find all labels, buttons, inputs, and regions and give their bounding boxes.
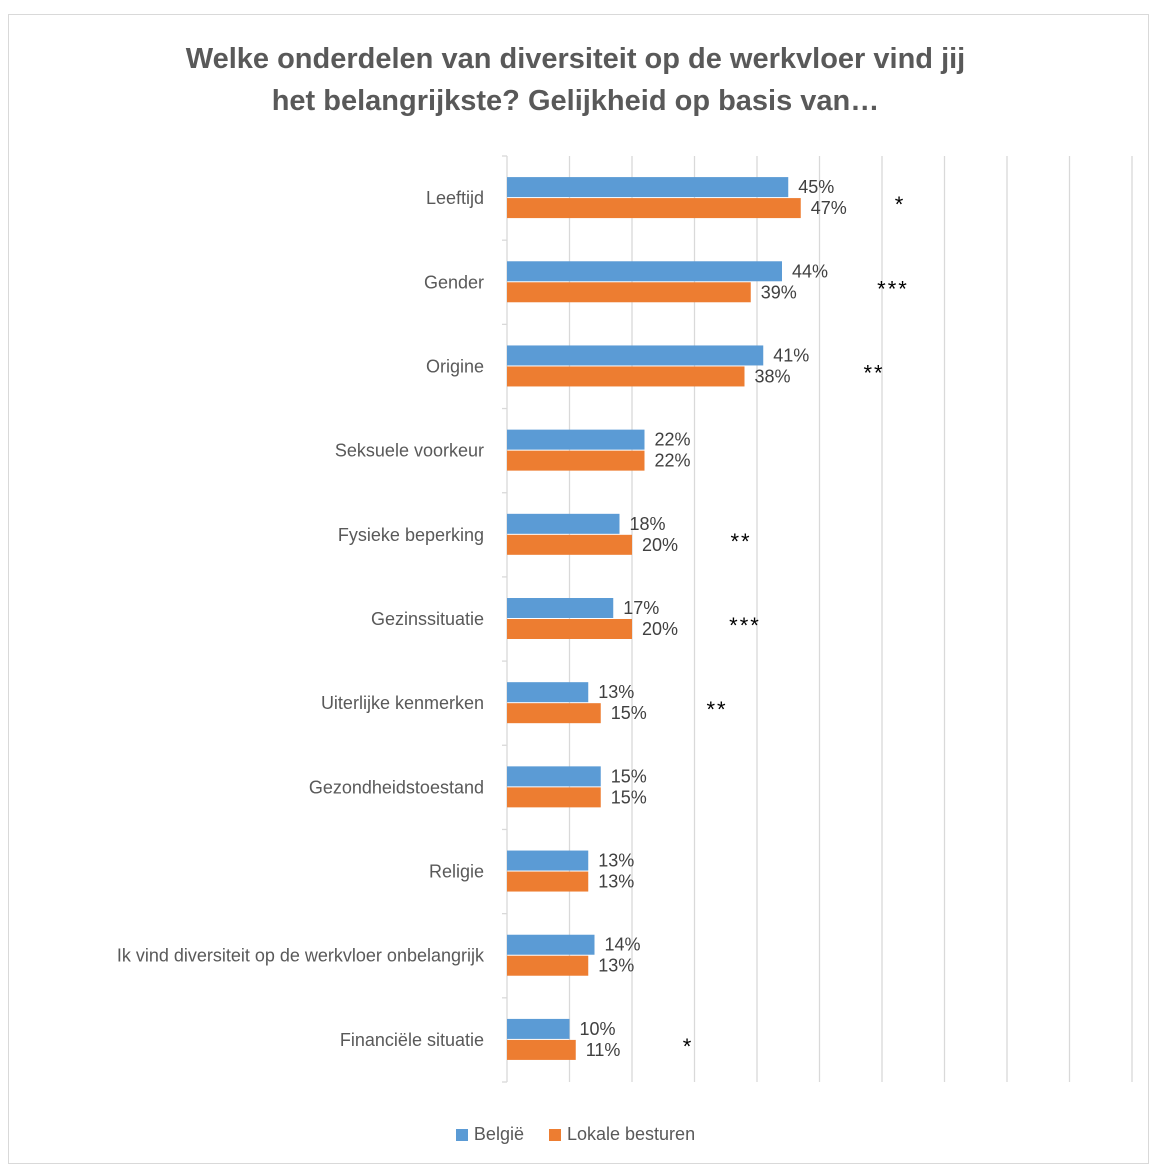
- data-label: 13%: [598, 872, 634, 892]
- data-label: 22%: [655, 451, 691, 471]
- category-label: Gezinssituatie: [371, 609, 484, 629]
- legend-item-belgie: België: [455, 1124, 524, 1145]
- bar-lokale-besturen: [507, 534, 632, 555]
- data-label: 38%: [755, 366, 791, 386]
- category-label: Fysieke beperking: [338, 525, 484, 545]
- data-label: 15%: [611, 766, 647, 786]
- category-label: Seksuele voorkeur: [335, 441, 484, 461]
- bar-belgie: [507, 850, 589, 871]
- legend-item-lokale-besturen: Lokale besturen: [548, 1124, 696, 1145]
- data-label: 15%: [611, 787, 647, 807]
- legend-swatch-lokale-besturen: [548, 1128, 561, 1141]
- bars: [507, 177, 801, 1060]
- bar-belgie: [507, 345, 764, 366]
- chart-title-line1: Welke onderdelen van diversiteit op de w…: [185, 43, 966, 75]
- bar-belgie: [507, 682, 589, 703]
- data-label: 47%: [811, 198, 847, 218]
- data-label: 10%: [580, 1019, 616, 1039]
- bar-lokale-besturen: [507, 871, 589, 892]
- bar-belgie: [507, 1018, 570, 1039]
- significance-marker: ***: [729, 613, 761, 638]
- bar-belgie: [507, 261, 782, 282]
- legend-label-lokale-besturen: Lokale besturen: [566, 1124, 696, 1144]
- data-label: 20%: [642, 535, 678, 555]
- significance-marker: **: [863, 360, 884, 385]
- significance-marker: ***: [877, 276, 909, 301]
- data-label: 14%: [605, 935, 641, 955]
- legend: België Lokale besturen: [0, 1124, 1151, 1146]
- category-label: Leeftijd: [426, 188, 484, 208]
- data-label: 11%: [586, 1040, 621, 1060]
- data-label: 15%: [611, 703, 647, 723]
- legend-swatch-belgie: [455, 1128, 468, 1141]
- bar-belgie: [507, 429, 645, 450]
- category-label: Origine: [426, 356, 484, 376]
- category-label: Financiële situatie: [340, 1030, 484, 1050]
- bar-lokale-besturen: [507, 198, 801, 219]
- bar-lokale-besturen: [507, 703, 601, 724]
- bar-lokale-besturen: [507, 619, 632, 639]
- category-label: Uiterlijke kenmerken: [321, 693, 484, 713]
- bar-lokale-besturen: [507, 787, 601, 808]
- significance-marker: *: [683, 1034, 694, 1059]
- chart-title: Welke onderdelen van diversiteit op de w…: [0, 38, 1151, 122]
- data-label: 13%: [598, 851, 634, 871]
- data-label: 41%: [773, 345, 809, 365]
- data-label: 13%: [598, 682, 634, 702]
- data-label: 45%: [798, 177, 834, 197]
- data-label: 17%: [623, 598, 659, 618]
- category-label: Gezondheidstoestand: [309, 777, 484, 797]
- significance-marker: *: [895, 192, 906, 217]
- category-label: Ik vind diversiteit op de werkvloer onbe…: [117, 946, 485, 966]
- category-label: Religie: [429, 862, 484, 882]
- data-label: 20%: [642, 619, 678, 639]
- significance-marker: **: [706, 697, 727, 722]
- data-label: 18%: [630, 514, 666, 534]
- bar-lokale-besturen: [507, 955, 589, 976]
- bar-belgie: [507, 177, 789, 198]
- bar-lokale-besturen: [507, 282, 751, 303]
- chart-title-line2: het belangrijkste? Gelijkheid op basis v…: [271, 85, 880, 117]
- bar-belgie: [507, 513, 620, 534]
- data-label: 22%: [655, 430, 691, 450]
- data-label: 13%: [598, 956, 634, 976]
- legend-label-belgie: België: [473, 1124, 524, 1144]
- data-label: 44%: [792, 261, 828, 281]
- bar-belgie: [507, 598, 614, 618]
- category-label: Gender: [424, 272, 484, 292]
- bar-lokale-besturen: [507, 450, 645, 471]
- data-label: 39%: [761, 282, 797, 302]
- bar-belgie: [507, 766, 601, 787]
- significance-marker: **: [730, 529, 751, 554]
- bar-belgie: [507, 934, 595, 955]
- bar-lokale-besturen: [507, 366, 745, 387]
- bar-lokale-besturen: [507, 1039, 576, 1060]
